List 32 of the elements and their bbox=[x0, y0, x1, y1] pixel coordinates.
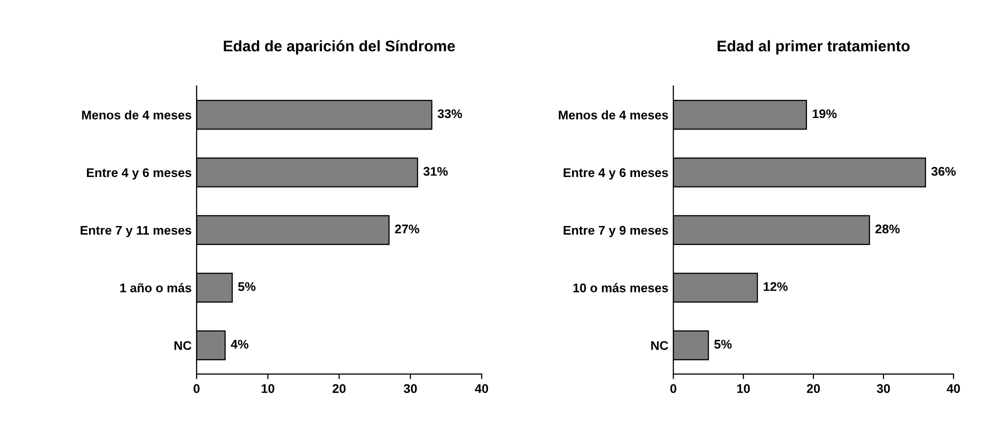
data-label: 28% bbox=[875, 224, 900, 234]
chart-title: Edad de aparición del Síndrome bbox=[224, 40, 455, 54]
y-tick-label: Menos de 4 meses bbox=[558, 110, 668, 120]
data-label: 4% bbox=[230, 340, 248, 349]
y-tick-label: NC bbox=[174, 341, 192, 350]
y-tick-label: Entre 7 y 11 meses bbox=[80, 226, 192, 238]
chart-title: Edad al primer tratamiento bbox=[718, 40, 910, 54]
x-tick-label: 40 bbox=[474, 384, 488, 394]
data-label: 31% bbox=[423, 166, 448, 176]
y-tick-label: Entre 4 y 6 meses bbox=[86, 168, 192, 180]
data-label: 36% bbox=[931, 166, 956, 176]
data-label: 33% bbox=[438, 109, 462, 118]
x-tick-label: 10 bbox=[737, 384, 750, 394]
data-label: 5% bbox=[238, 282, 256, 292]
x-tick-label: 0 bbox=[194, 384, 200, 394]
x-tick-label: 30 bbox=[404, 384, 417, 394]
x-tick-label: 20 bbox=[332, 384, 346, 394]
x-tick-label: 10 bbox=[262, 384, 274, 394]
y-tick-label: Entre 4 y 6 meses bbox=[564, 168, 668, 180]
x-tick-label: 20 bbox=[806, 384, 820, 394]
data-label: 27% bbox=[395, 224, 420, 234]
y-tick-label: Entre 7 y 9 meses bbox=[564, 226, 668, 238]
y-tick-label: 10 o más meses bbox=[573, 283, 668, 292]
y-tick-label: NC bbox=[651, 341, 668, 350]
x-tick-label: 40 bbox=[946, 384, 960, 394]
y-tick-label: Menos de 4 meses bbox=[82, 110, 192, 120]
x-tick-label: 30 bbox=[876, 384, 890, 394]
y-tick-label: 1 año o más bbox=[120, 283, 192, 292]
data-label: 5% bbox=[714, 340, 732, 349]
data-label: 12% bbox=[764, 282, 788, 291]
data-label: 19% bbox=[812, 109, 837, 118]
x-tick-label: 0 bbox=[670, 384, 676, 394]
